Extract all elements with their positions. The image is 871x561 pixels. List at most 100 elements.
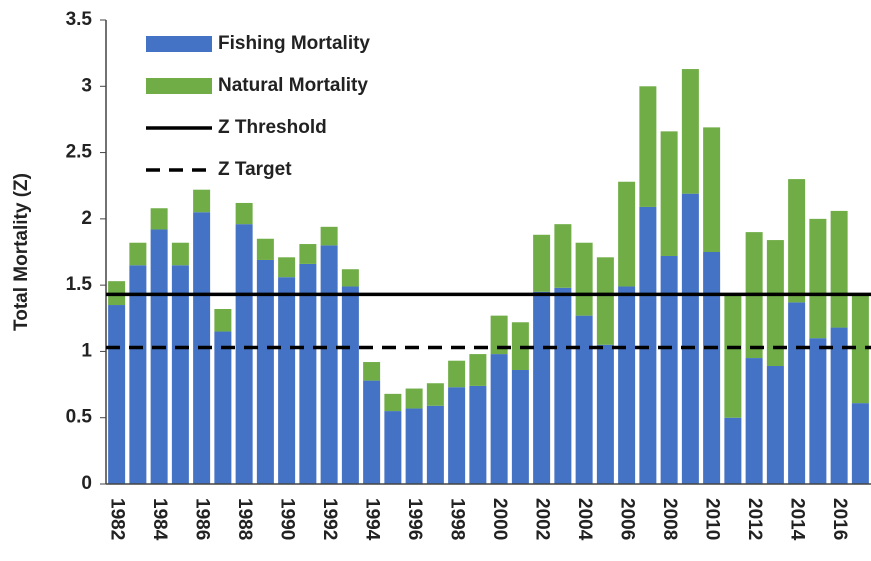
x-tick-label: 2000 xyxy=(489,498,510,540)
x-tick-label: 1994 xyxy=(362,498,383,541)
bar-segment xyxy=(341,269,359,287)
bar-segment xyxy=(554,287,572,484)
bar-segment xyxy=(129,242,147,266)
bar-segment xyxy=(214,331,232,484)
bar-segment xyxy=(448,387,466,484)
legend-label: Fishing Mortality xyxy=(218,33,370,54)
legend-label: Natural Mortality xyxy=(218,75,368,96)
bar-segment xyxy=(150,229,168,484)
bar-segment xyxy=(660,131,678,256)
bar-segment xyxy=(639,86,657,207)
bar-segment xyxy=(405,388,423,409)
bar-segment xyxy=(193,189,211,213)
bar-segment xyxy=(851,294,869,404)
bar-segment xyxy=(724,417,742,484)
x-tick-label: 2016 xyxy=(829,498,850,540)
bar-segment xyxy=(703,127,721,252)
y-tick-label: 2 xyxy=(81,208,92,229)
x-tick-label: 2002 xyxy=(532,498,553,540)
y-tick-label: 0.5 xyxy=(66,407,93,428)
bar-segment xyxy=(618,286,636,484)
bar-segment xyxy=(256,238,274,260)
x-tick-label: 1998 xyxy=(447,498,468,540)
bar-segment xyxy=(788,302,806,484)
bar-segment xyxy=(469,385,487,484)
legend-label: Z Threshold xyxy=(218,117,327,138)
bar-segment xyxy=(235,202,253,225)
bar-segment xyxy=(214,309,232,332)
bar-segment xyxy=(533,291,551,484)
bar-segment xyxy=(809,338,827,484)
y-tick-label: 1.5 xyxy=(66,274,93,295)
bar-segment xyxy=(596,257,614,345)
bar-segment xyxy=(724,293,742,418)
x-tick-label: 1988 xyxy=(234,498,255,540)
x-tick-label: 1992 xyxy=(319,498,340,540)
bar-segment xyxy=(426,383,444,406)
legend-swatch xyxy=(146,78,212,94)
bar-segment xyxy=(490,315,508,355)
bar-segment xyxy=(320,245,338,484)
bar-segment xyxy=(299,263,317,484)
bar-segment xyxy=(448,360,466,388)
bar-segment xyxy=(660,255,678,484)
bar-segment xyxy=(745,358,763,484)
x-tick-label: 1984 xyxy=(149,498,170,541)
bar-segment xyxy=(320,226,338,246)
bar-segment xyxy=(363,362,381,381)
bar-segment xyxy=(256,259,274,484)
bar-segment xyxy=(766,366,784,484)
bar-segment xyxy=(703,252,721,484)
x-tick-label: 1996 xyxy=(404,498,425,540)
bar-segment xyxy=(490,354,508,484)
bar-segment xyxy=(235,224,253,484)
x-tick-label: 2014 xyxy=(787,498,808,541)
bar-segment xyxy=(596,344,614,484)
bar-segment xyxy=(384,411,402,484)
bar-segment xyxy=(681,193,699,484)
bar-segment xyxy=(108,305,126,484)
bar-segment xyxy=(575,315,593,484)
x-tick-label: 1986 xyxy=(192,498,213,540)
bar-segment xyxy=(363,380,381,484)
legend-label: Z Target xyxy=(218,159,292,180)
y-axis-label: Total Mortality (Z) xyxy=(11,173,32,331)
bar-segment xyxy=(639,206,657,484)
bar-segment xyxy=(129,265,147,484)
bar-segment xyxy=(618,181,636,287)
bar-segment xyxy=(788,179,806,303)
x-tick-label: 2012 xyxy=(744,498,765,540)
bar-segment xyxy=(278,257,296,278)
x-tick-label: 2008 xyxy=(659,498,680,540)
y-tick-label: 2.5 xyxy=(66,142,93,163)
bar-segment xyxy=(575,242,593,316)
x-tick-label: 2004 xyxy=(574,498,595,541)
y-tick-label: 3.5 xyxy=(66,9,93,30)
legend-swatch xyxy=(146,36,212,52)
x-tick-label: 2006 xyxy=(617,498,638,540)
bar-segment xyxy=(171,265,189,484)
bar-segment xyxy=(533,234,551,292)
bar-segment xyxy=(830,210,848,328)
y-tick-label: 0 xyxy=(81,473,92,494)
bar-segment xyxy=(150,208,168,230)
bar-segment xyxy=(851,403,869,484)
bar-segment xyxy=(278,277,296,484)
x-tick-label: 1990 xyxy=(277,498,298,540)
bar-segment xyxy=(341,286,359,484)
bar-segment xyxy=(554,224,572,288)
bar-segment xyxy=(766,240,784,367)
bar-segment xyxy=(681,69,699,194)
x-tick-label: 2010 xyxy=(702,498,723,540)
bar-segment xyxy=(384,393,402,412)
bar-segment xyxy=(299,244,317,264)
x-tick-label: 1982 xyxy=(107,498,128,540)
bar-segment xyxy=(171,242,189,266)
y-tick-label: 1 xyxy=(81,340,92,361)
bar-segment xyxy=(426,405,444,484)
bar-segment xyxy=(469,354,487,386)
bar-segment xyxy=(511,369,529,484)
bar-segment xyxy=(809,218,827,339)
bar-segment xyxy=(830,327,848,484)
